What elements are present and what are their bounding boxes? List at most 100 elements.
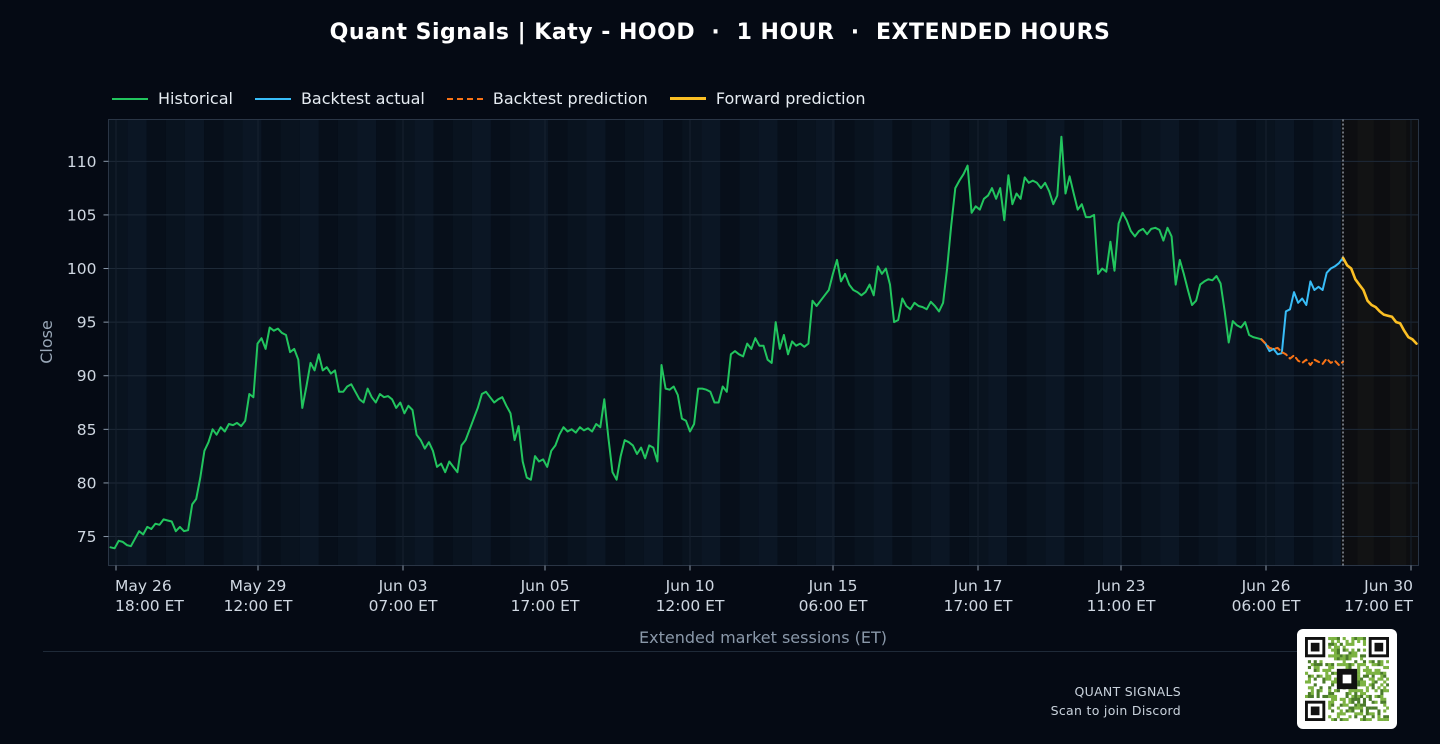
session-band bbox=[835, 119, 855, 566]
session-band bbox=[471, 119, 491, 566]
session-band bbox=[624, 119, 644, 566]
legend-item-forward-prediction: Forward prediction bbox=[669, 89, 866, 108]
session-band bbox=[1141, 119, 1161, 566]
session-band bbox=[395, 119, 415, 566]
chart-title: Quant Signals | Katy - HOOD · 1 HOUR · E… bbox=[329, 20, 1111, 45]
plot-frame bbox=[108, 119, 1419, 566]
qr-code-icon bbox=[1305, 637, 1389, 721]
session-shading bbox=[108, 119, 1419, 566]
session-band bbox=[165, 119, 185, 566]
session-band bbox=[1294, 119, 1314, 566]
x-axis: May 26 18:00 ET May 29 12:00 ET Jun 03 07:00 … bbox=[115, 565, 1414, 615]
legend-label-backtest-prediction: Backtest prediction bbox=[492, 89, 648, 108]
session-band bbox=[605, 119, 625, 566]
x-tick-label: Jun 26 06:00 ET bbox=[1232, 577, 1301, 615]
session-band bbox=[490, 119, 511, 566]
price-chart: 75 80 85 90 95 100 105 110 May 26 18:00 ET May 29… bbox=[37, 119, 1419, 647]
session-band bbox=[1102, 119, 1122, 566]
y-tick-label: 105 bbox=[67, 206, 97, 224]
session-band bbox=[1007, 119, 1027, 566]
session-band bbox=[911, 119, 931, 566]
session-band bbox=[1217, 119, 1237, 566]
session-band bbox=[280, 119, 300, 566]
session-band bbox=[1332, 119, 1342, 566]
y-tick-label: 90 bbox=[77, 367, 97, 385]
session-band bbox=[701, 119, 721, 566]
x-tick-label: May 26 18:00 ET bbox=[115, 577, 184, 615]
legend-item-backtest-actual: Backtest actual bbox=[254, 89, 425, 108]
forecast-band bbox=[1390, 119, 1407, 566]
session-band bbox=[1179, 119, 1199, 566]
session-band bbox=[299, 119, 319, 566]
chart-legend: Historical Backtest actual Backtest pred… bbox=[112, 89, 866, 108]
session-band bbox=[548, 119, 568, 566]
x-tick-label: Jun 15 06:00 ET bbox=[799, 577, 868, 615]
y-axis-label: Close bbox=[37, 320, 56, 364]
session-band bbox=[452, 119, 472, 566]
session-band bbox=[758, 119, 778, 566]
y-tick-label: 80 bbox=[77, 474, 97, 492]
session-band bbox=[376, 119, 396, 566]
session-band bbox=[1160, 119, 1180, 566]
session-band bbox=[318, 119, 338, 566]
legend-item-backtest-prediction: Backtest prediction bbox=[446, 89, 648, 108]
session-band bbox=[1313, 119, 1333, 566]
session-band bbox=[108, 119, 128, 566]
series-lines bbox=[109, 135, 1418, 550]
x-tick-label: Jun 03 07:00 ET bbox=[369, 577, 438, 615]
brand-cta: Scan to join Discord bbox=[1050, 703, 1181, 718]
x-tick-label: Jun 17 17:00 ET bbox=[944, 577, 1013, 615]
session-band bbox=[1026, 119, 1046, 566]
x-tick-label: Jun 05 17:00 ET bbox=[511, 577, 580, 615]
y-tick-label: 110 bbox=[67, 153, 97, 171]
session-band bbox=[739, 119, 759, 566]
forecast-region bbox=[1341, 119, 1419, 566]
session-band bbox=[146, 119, 166, 566]
session-band bbox=[988, 119, 1008, 566]
legend-label-forward-prediction: Forward prediction bbox=[715, 89, 866, 108]
session-band bbox=[223, 119, 243, 566]
x-tick-label: Jun 30 17:00 ET bbox=[1344, 577, 1413, 615]
y-tick-label: 75 bbox=[77, 528, 97, 546]
session-band bbox=[1045, 119, 1065, 566]
session-band bbox=[261, 119, 281, 566]
forward-prediction-line bbox=[1341, 256, 1418, 345]
session-band bbox=[949, 119, 969, 566]
session-band bbox=[204, 119, 224, 566]
session-band bbox=[968, 119, 989, 566]
discord-qr-code[interactable] bbox=[1297, 629, 1397, 729]
x-tick-label: Jun 10 12:00 ET bbox=[656, 577, 725, 615]
session-band bbox=[930, 119, 950, 566]
backtest-actual-line bbox=[1260, 256, 1344, 356]
session-band bbox=[242, 119, 262, 566]
y-tick-label: 85 bbox=[77, 421, 97, 439]
legend-label-backtest-actual: Backtest actual bbox=[300, 89, 425, 108]
session-band bbox=[796, 119, 816, 566]
historical-line bbox=[109, 135, 1263, 550]
session-band bbox=[414, 119, 434, 566]
session-band bbox=[1198, 119, 1218, 566]
footer-divider bbox=[43, 651, 1299, 652]
brand-block: QUANT SIGNALS Scan to join Discord bbox=[1051, 682, 1181, 720]
legend-swatch-backtest-actual bbox=[254, 97, 291, 100]
session-band bbox=[510, 119, 530, 566]
session-band bbox=[854, 119, 874, 566]
session-band bbox=[567, 119, 587, 566]
gridlines bbox=[108, 119, 1419, 566]
session-band bbox=[433, 119, 453, 566]
x-axis-label: Extended market sessions (ET) bbox=[639, 628, 887, 647]
session-band bbox=[777, 119, 797, 566]
session-band bbox=[892, 119, 912, 566]
y-tick-label: 100 bbox=[67, 260, 97, 278]
session-band bbox=[586, 119, 606, 566]
session-band bbox=[357, 119, 377, 566]
y-tick-label: 95 bbox=[77, 314, 97, 332]
legend-label-historical: Historical bbox=[158, 89, 233, 108]
session-band bbox=[682, 119, 702, 566]
session-band bbox=[184, 119, 205, 566]
session-band bbox=[1083, 119, 1103, 566]
x-tick-label: Jun 23 11:00 ET bbox=[1087, 577, 1156, 615]
legend-swatch-backtest-prediction bbox=[446, 97, 483, 100]
y-axis: 75 80 85 90 95 100 105 110 bbox=[67, 153, 109, 546]
session-band bbox=[1274, 119, 1295, 566]
